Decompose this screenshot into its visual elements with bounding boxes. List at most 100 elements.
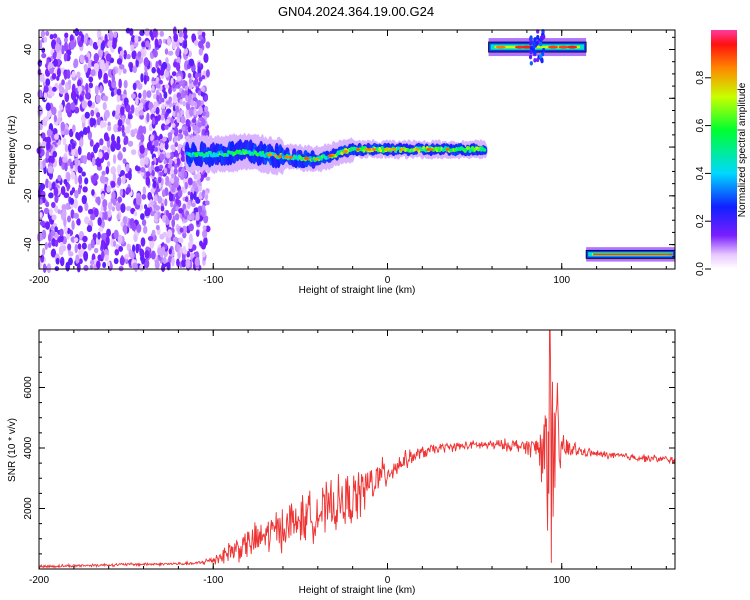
noise-blob (140, 213, 145, 221)
noise-blob (43, 207, 50, 215)
noise-blob (75, 254, 80, 265)
noise-blob (63, 37, 68, 43)
noise-blob (70, 90, 77, 101)
noise-blob (144, 259, 150, 269)
noise-blob (139, 144, 145, 154)
noise-blob (174, 163, 178, 170)
noise-blob (181, 167, 186, 175)
noise-blob (89, 259, 95, 266)
band-disturbance (536, 35, 540, 40)
noise-blob (120, 221, 124, 227)
noise-blob (98, 151, 103, 159)
noise-blob (201, 75, 205, 80)
noise-blob (76, 262, 81, 273)
band-disturbance (540, 57, 544, 63)
x-tick-label: 0 (385, 575, 391, 586)
colorbar: 0.0 0.2 0.4 0.6 0.8 Normalized spectral ampl… (695, 30, 748, 276)
noise-blob (57, 174, 62, 182)
noise-blob (95, 142, 100, 149)
noise-blob (188, 93, 192, 98)
noise-blob (202, 189, 206, 195)
noise-blob (163, 91, 168, 99)
noise-blob (63, 128, 70, 136)
noise-blob (194, 257, 200, 267)
noise-blob (74, 243, 78, 254)
noise-blob (77, 205, 83, 213)
noise-blob (64, 92, 70, 103)
noise-blob (140, 73, 144, 83)
noise-blob (88, 76, 94, 83)
noise-blob (188, 58, 195, 67)
noise-blob (46, 129, 53, 137)
noise-blob (191, 118, 197, 124)
noise-blob (67, 143, 72, 153)
noise-blob (154, 166, 160, 172)
noise-blob (90, 213, 96, 221)
band-disturbance (538, 54, 543, 59)
noise-blob (71, 70, 76, 78)
noise-blob (162, 136, 167, 142)
noise-blob (181, 258, 187, 268)
noise-blob (141, 41, 146, 48)
noise-blob (117, 196, 123, 203)
noise-blob (81, 171, 86, 177)
noise-blob (55, 257, 60, 265)
noise-blob (178, 208, 183, 214)
noise-blob (84, 177, 89, 185)
noise-blob (84, 216, 90, 225)
noise-blob (116, 93, 121, 103)
noise-blob (162, 256, 167, 265)
noise-blob (46, 139, 51, 150)
noise-blob (144, 156, 149, 165)
noise-blob (63, 192, 70, 199)
noise-blob (63, 52, 68, 62)
trace-peak (304, 157, 309, 160)
noise-blob (203, 95, 209, 102)
noise-blob (164, 142, 169, 150)
noise-blob (111, 140, 117, 148)
noise-blob (104, 33, 108, 44)
noise-blob (107, 201, 113, 211)
colorbar-tick-label: 0.4 (695, 166, 706, 180)
noise-blob (49, 155, 55, 164)
trace-peak (415, 148, 420, 151)
noise-blob (81, 90, 85, 96)
noise-blob (151, 170, 155, 177)
noise-blob (125, 186, 132, 194)
colorbar-label: Normalized spectral amplitude (737, 82, 748, 217)
band-disturbance (529, 46, 533, 51)
noise-blob (191, 244, 197, 251)
noise-blob (133, 128, 138, 134)
noise-blob (190, 202, 196, 207)
noise-blob (87, 59, 92, 70)
noise-blob (110, 181, 116, 188)
noise-blob (58, 245, 64, 256)
noise-blob (76, 219, 81, 226)
noise-blob (187, 214, 192, 221)
noise-blob (111, 39, 117, 50)
noise-blob (60, 185, 66, 196)
noise-blob (185, 94, 189, 102)
noise-blob (96, 161, 102, 167)
noise-blob (51, 181, 56, 190)
noise-blob (78, 258, 83, 265)
noise-blob (85, 56, 89, 64)
snr-frame (38, 329, 676, 570)
trace-peak (355, 148, 360, 151)
noise-blob (77, 79, 82, 88)
noise-blob (69, 161, 74, 169)
spectrogram-y-axis-label: Frequency (Hz) (7, 116, 18, 185)
noise-blob (197, 178, 201, 184)
noise-blob (135, 166, 141, 172)
noise-blob (190, 191, 194, 202)
noise-blob (74, 189, 79, 199)
noise-blob (68, 128, 74, 138)
noise-blob (113, 257, 119, 265)
noise-blob (66, 102, 72, 113)
trace-core (467, 146, 471, 150)
noise-blob (173, 135, 178, 145)
band-hotspot (523, 45, 534, 49)
band-disturbance (542, 34, 546, 40)
noise-blob (114, 248, 120, 256)
noise-blob (152, 180, 157, 188)
